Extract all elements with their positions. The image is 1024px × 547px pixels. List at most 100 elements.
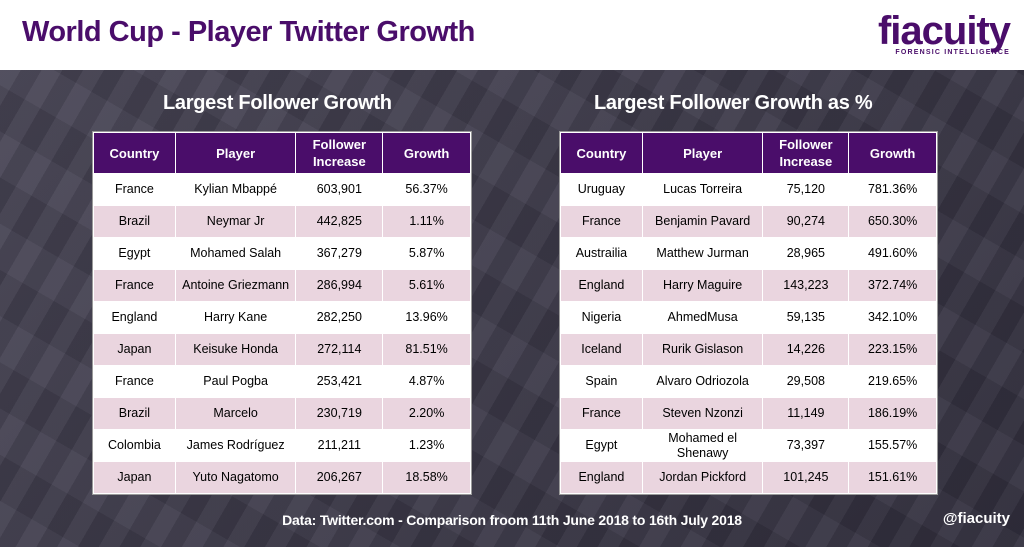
cell-growth: 1.23% — [382, 429, 471, 462]
cell-country: Spain — [560, 365, 643, 398]
cell-growth: 81.51% — [382, 333, 471, 366]
cell-country: England — [560, 461, 643, 494]
cell-player: Yuto Nagatomo — [174, 461, 297, 494]
cell-growth: 223.15% — [848, 333, 937, 366]
cell-growth: 2.20% — [382, 397, 471, 430]
cell-follower-increase: 230,719 — [295, 397, 384, 430]
cell-player: James Rodríguez — [174, 429, 297, 462]
table-row: France Antoine Griezmann 286,994 5.61% — [93, 269, 471, 302]
cell-country: France — [560, 397, 643, 430]
cell-growth: 491.60% — [848, 237, 937, 270]
cell-follower-increase: 143,223 — [762, 269, 850, 302]
cell-country: Uruguay — [560, 173, 643, 206]
cell-country: England — [93, 301, 176, 334]
cell-growth: 5.87% — [382, 237, 471, 270]
cell-country: Iceland — [560, 333, 643, 366]
cell-follower-increase: 73,397 — [762, 429, 850, 462]
right-header-country: Country — [560, 132, 643, 174]
cell-country: Egypt — [560, 429, 643, 462]
header-bar: World Cup - Player Twitter Growth fiacui… — [0, 0, 1024, 70]
cell-country: Austrailia — [560, 237, 643, 270]
cell-country: Nigeria — [560, 301, 643, 334]
left-table: Country Player Follower Increase Growth Fra… — [93, 132, 471, 494]
data-source-note: Data: Twitter.com - Comparison froom 11t… — [282, 512, 742, 528]
table-row: Brazil Neymar Jr 442,825 1.11% — [93, 205, 471, 238]
cell-follower-increase: 101,245 — [762, 461, 850, 494]
table-row: Austrailia Matthew Jurman 28,965 491.60% — [560, 237, 937, 270]
page-title: World Cup - Player Twitter Growth — [22, 16, 475, 48]
cell-growth: 4.87% — [382, 365, 471, 398]
right-header-player: Player — [641, 132, 764, 174]
fiacuity-logo: fiacuity FORENSIC INTELLIGENCE — [877, 9, 1011, 56]
cell-follower-increase: 14,226 — [762, 333, 850, 366]
cell-player: Paul Pogba — [174, 365, 297, 398]
cell-player: Harry Maguire — [641, 269, 764, 302]
cell-player: Mohamed el Shenawy — [641, 429, 764, 462]
logo-wordmark: fiacuity — [877, 9, 1011, 53]
left-table-title: Largest Follower Growth — [163, 92, 392, 114]
cell-player: Mohamed Salah — [174, 237, 297, 270]
cell-country: France — [93, 173, 176, 206]
table-row: England Harry Kane 282,250 13.96% — [93, 301, 471, 334]
cell-player: AhmedMusa — [641, 301, 764, 334]
right-header-follower-increase: Follower Increase — [762, 132, 850, 174]
cell-growth: 13.96% — [382, 301, 471, 334]
cell-follower-increase: 90,274 — [762, 205, 850, 238]
cell-country: Egypt — [93, 237, 176, 270]
cell-country: France — [560, 205, 643, 238]
cell-follower-increase: 282,250 — [295, 301, 384, 334]
cell-player: Kylian Mbappé — [174, 173, 297, 206]
table-row: England Harry Maguire 143,223 372.74% — [560, 269, 937, 302]
cell-country: France — [93, 269, 176, 302]
right-table-title: Largest Follower Growth as % — [594, 92, 873, 114]
left-header-country: Country — [93, 132, 176, 174]
left-header-follower-increase: Follower Increase — [295, 132, 384, 174]
table-row: France Steven Nzonzi 11,149 186.19% — [560, 397, 937, 430]
cell-follower-increase: 11,149 — [762, 397, 850, 430]
cell-growth: 372.74% — [848, 269, 937, 302]
cell-follower-increase: 75,120 — [762, 173, 850, 206]
table-row: Egypt Mohamed el Shenawy 73,397 155.57% — [560, 429, 937, 462]
cell-follower-increase: 211,211 — [295, 429, 384, 462]
cell-player: Jordan Pickford — [641, 461, 764, 494]
cell-follower-increase: 28,965 — [762, 237, 850, 270]
cell-follower-increase: 442,825 — [295, 205, 384, 238]
cell-growth: 219.65% — [848, 365, 937, 398]
left-table-panel: Country Player Follower Increase Growth Fra… — [92, 131, 472, 495]
cell-growth: 5.61% — [382, 269, 471, 302]
cell-country: France — [93, 365, 176, 398]
cell-player: Steven Nzonzi — [641, 397, 764, 430]
cell-growth: 155.57% — [848, 429, 937, 462]
cell-player: Marcelo — [174, 397, 297, 430]
left-header-player: Player — [174, 132, 297, 174]
cell-country: Japan — [93, 461, 176, 494]
table-row: France Paul Pogba 253,421 4.87% — [93, 365, 471, 398]
table-row: France Kylian Mbappé 603,901 56.37% — [93, 173, 471, 206]
cell-growth: 781.36% — [848, 173, 937, 206]
cell-country: Brazil — [93, 205, 176, 238]
right-table-panel: Country Player Follower Increase Growth Uru… — [559, 131, 938, 495]
table-row: Spain Alvaro Odriozola 29,508 219.65% — [560, 365, 937, 398]
cell-follower-increase: 272,114 — [295, 333, 384, 366]
cell-player: Lucas Torreira — [641, 173, 764, 206]
cell-player: Matthew Jurman — [641, 237, 764, 270]
cell-follower-increase: 59,135 — [762, 301, 850, 334]
table-row: Brazil Marcelo 230,719 2.20% — [93, 397, 471, 430]
cell-follower-increase: 603,901 — [295, 173, 384, 206]
table-row: Uruguay Lucas Torreira 75,120 781.36% — [560, 173, 937, 206]
cell-country: Colombia — [93, 429, 176, 462]
table-row: Japan Keisuke Honda 272,114 81.51% — [93, 333, 471, 366]
cell-growth: 342.10% — [848, 301, 937, 334]
logo-tagline: FORENSIC INTELLIGENCE — [895, 49, 1010, 56]
cell-growth: 186.19% — [848, 397, 937, 430]
right-table: Country Player Follower Increase Growth Uru… — [560, 132, 937, 494]
cell-country: England — [560, 269, 643, 302]
cell-growth: 650.30% — [848, 205, 937, 238]
table-row: Nigeria AhmedMusa 59,135 342.10% — [560, 301, 937, 334]
cell-growth: 56.37% — [382, 173, 471, 206]
cell-player: Alvaro Odriozola — [641, 365, 764, 398]
cell-country: Brazil — [93, 397, 176, 430]
cell-country: Japan — [93, 333, 176, 366]
right-header-growth: Growth — [848, 132, 937, 174]
left-header-growth: Growth — [382, 132, 471, 174]
